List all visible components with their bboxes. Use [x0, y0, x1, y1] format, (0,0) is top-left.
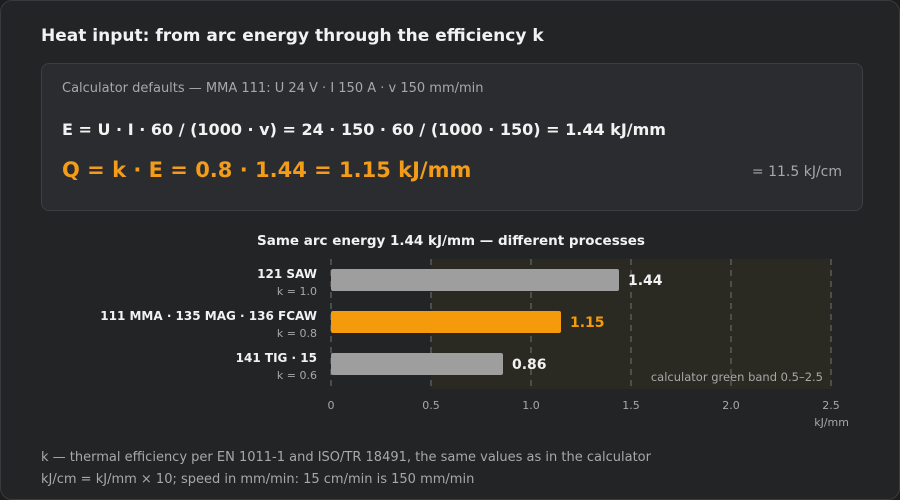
band-label: calculator green band 0.5–2.5 — [651, 370, 823, 384]
category-label-1: 111 MMA · 135 MAG · 136 FCAW — [100, 309, 317, 323]
category-sublabel-1: k = 0.8 — [277, 327, 317, 340]
calculator-panel: Calculator defaults — MMA 111: U 24 V · … — [41, 63, 863, 211]
x-tick-label-2: 1.0 — [522, 399, 540, 412]
category-label-2: 141 TIG · 15 — [236, 351, 317, 365]
x-tick-label-3: 1.5 — [622, 399, 640, 412]
x-tick-label-1: 0.5 — [422, 399, 440, 412]
footnote-units: kJ/cm = kJ/mm × 10; speed in mm/min: 15 … — [41, 472, 475, 487]
page-title: Heat input: from arc energy through the … — [41, 26, 544, 46]
bar-0 — [331, 269, 619, 291]
heat-input-formula: Q = k · E = 0.8 · 1.44 = 1.15 kJ/mm — [62, 158, 472, 182]
footnote-efficiency: k — thermal efficiency per EN 1011-1 and… — [41, 450, 651, 465]
heat-input-per-cm: = 11.5 kJ/cm — [751, 164, 842, 180]
bar-2 — [331, 353, 503, 375]
category-sublabel-2: k = 0.6 — [277, 369, 317, 382]
x-axis-label: kJ/mm — [814, 416, 849, 429]
bar-value-label-1: 1.15 — [570, 315, 605, 331]
x-tick-label-0: 0 — [328, 399, 335, 412]
x-tick-label-5: 2.5 — [822, 399, 840, 412]
chart-title: Same arc energy 1.44 kJ/mm — different p… — [257, 233, 645, 249]
category-label-0: 121 SAW — [257, 267, 317, 281]
bar-value-label-0: 1.44 — [628, 273, 663, 289]
heat-input-bar-chart: Same arc energy 1.44 kJ/mm — different p… — [100, 233, 849, 429]
bar-1 — [331, 311, 561, 333]
calculator-defaults: Calculator defaults — MMA 111: U 24 V · … — [62, 81, 484, 96]
bar-value-label-2: 0.86 — [512, 357, 547, 373]
category-sublabel-0: k = 1.0 — [277, 285, 317, 298]
x-tick-label-4: 2.0 — [722, 399, 740, 412]
arc-energy-formula: E = U · I · 60 / (1000 · v) = 24 · 150 ·… — [62, 120, 666, 139]
